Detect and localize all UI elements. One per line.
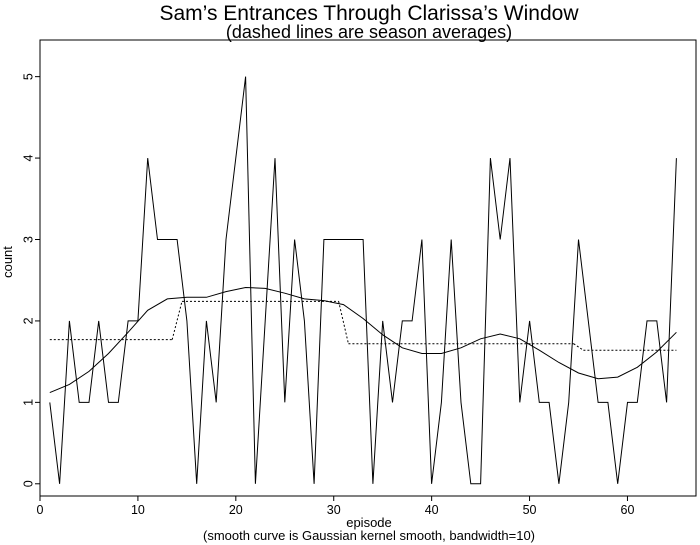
x-axis: 0 10 20 30 40 50 60 — [37, 496, 635, 517]
y-tick-label: 2 — [21, 317, 35, 324]
x-tick-label: 50 — [523, 503, 537, 517]
x-tick-label: 0 — [37, 503, 44, 517]
x-tick-label: 30 — [327, 503, 341, 517]
x-tick-label: 10 — [131, 503, 145, 517]
chart-subtitle: (dashed lines are season averages) — [226, 22, 512, 42]
x-axis-label: episode — [346, 515, 392, 530]
episode-count-line — [49, 76, 677, 485]
series-layer — [49, 76, 677, 485]
season-average-connector — [338, 301, 349, 344]
y-tick-label: 1 — [21, 399, 35, 406]
y-tick-label: 5 — [21, 73, 35, 80]
y-tick-label: 3 — [21, 236, 35, 243]
y-tick-label: 0 — [21, 480, 35, 487]
y-axis-label: count — [0, 246, 15, 278]
x-tick-label: 40 — [425, 503, 439, 517]
chart-title: Sam’s Entrances Through Clarissa’s Windo… — [159, 2, 579, 25]
season-average-connector — [573, 343, 584, 351]
plot-frame — [39, 39, 697, 497]
x-tick-label: 60 — [621, 503, 635, 517]
y-axis: 0 1 2 3 4 5 — [21, 73, 40, 487]
y-tick-label: 4 — [21, 155, 35, 162]
x-tick-label: 20 — [229, 503, 243, 517]
x-axis-note: (smooth curve is Gaussian kernel smooth,… — [203, 528, 535, 543]
season-average-connector — [171, 301, 183, 340]
smooth-curve — [49, 286, 677, 394]
